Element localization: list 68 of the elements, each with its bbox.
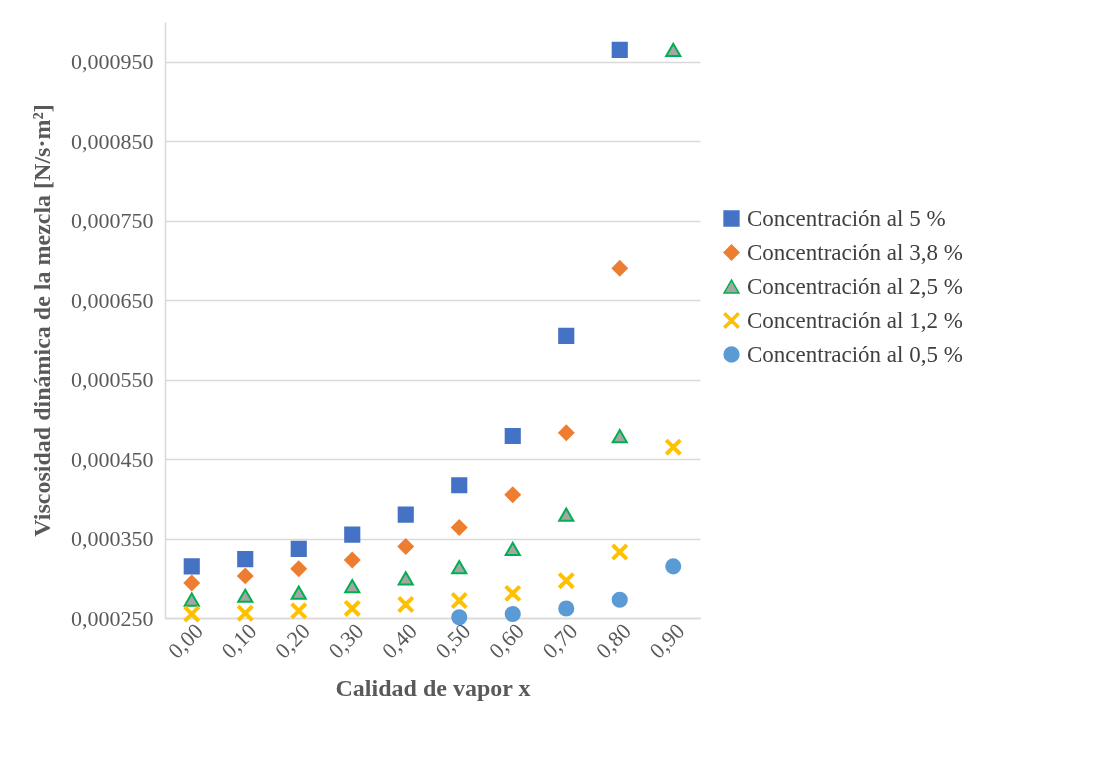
point: [558, 424, 575, 441]
point: [397, 571, 414, 586]
point: [397, 538, 414, 555]
x-tick-label: 0,40: [376, 618, 422, 664]
y-tick-label: 0,000450: [71, 446, 154, 472]
point: [451, 519, 468, 536]
point: [451, 609, 468, 626]
y-tick-label: 0,000850: [71, 128, 154, 154]
x-tick-label: 0,90: [644, 618, 690, 664]
point: [504, 541, 521, 556]
point: [183, 592, 200, 607]
point: [344, 579, 361, 594]
x-tick-label: 0,30: [323, 618, 369, 664]
point: [237, 588, 254, 603]
y-axis-title: Viscosidad dinámica de la mezcla [N/s·m²]: [29, 104, 55, 537]
point: [504, 585, 521, 602]
point: [611, 428, 628, 444]
legend-label: Concentración al 1,2 %: [747, 307, 963, 333]
point: [504, 486, 521, 503]
legend-label: Concentración al 3,8 %: [747, 239, 963, 265]
point: [611, 260, 628, 277]
point: [558, 600, 575, 617]
point: [183, 558, 200, 575]
point: [665, 439, 682, 456]
point: [665, 558, 682, 575]
point: [451, 560, 468, 575]
legend-label: Concentración al 2,5 %: [747, 273, 963, 299]
point: [237, 551, 254, 568]
x-tick-label: 0,50: [430, 618, 476, 664]
y-tick-label: 0,000550: [71, 367, 154, 393]
point: [451, 592, 468, 609]
point: [504, 605, 521, 623]
point: [397, 596, 414, 613]
x-tick-label: 0,80: [590, 618, 636, 664]
y-tick-label: 0,000950: [71, 49, 154, 75]
point: [237, 567, 254, 584]
point: [344, 600, 361, 617]
y-tick-label: 0,000750: [71, 208, 154, 234]
point: [344, 526, 361, 543]
point: [451, 477, 468, 494]
point: [558, 327, 575, 344]
point: [183, 605, 200, 623]
point: [558, 507, 575, 522]
y-tick-label: 0,000650: [71, 287, 154, 313]
x-tick-label: 0,10: [216, 618, 262, 664]
legend-label: Concentración al 0,5 %: [747, 341, 963, 367]
point: [290, 540, 307, 557]
point: [290, 560, 307, 577]
point: [397, 506, 414, 523]
x-tick-label: 0,70: [537, 618, 583, 664]
point: [237, 605, 254, 622]
point: [558, 572, 575, 589]
point: [611, 41, 628, 58]
x-tick-label: 0,20: [269, 618, 315, 664]
point: [665, 42, 682, 57]
point: [611, 591, 628, 608]
x-axis-title: Calidad de vapor x: [335, 674, 531, 701]
x-tick-label: 0,00: [162, 618, 208, 664]
point: [344, 551, 361, 569]
point: [611, 543, 628, 561]
point: [504, 427, 521, 445]
point: [290, 585, 307, 600]
y-tick-label: 0,000250: [71, 605, 154, 631]
legend-label: Concentración al 5 %: [747, 205, 946, 231]
x-tick-label: 0,60: [483, 618, 529, 664]
point: [290, 602, 307, 619]
point: [183, 574, 200, 592]
y-tick-label: 0,000350: [71, 526, 154, 552]
